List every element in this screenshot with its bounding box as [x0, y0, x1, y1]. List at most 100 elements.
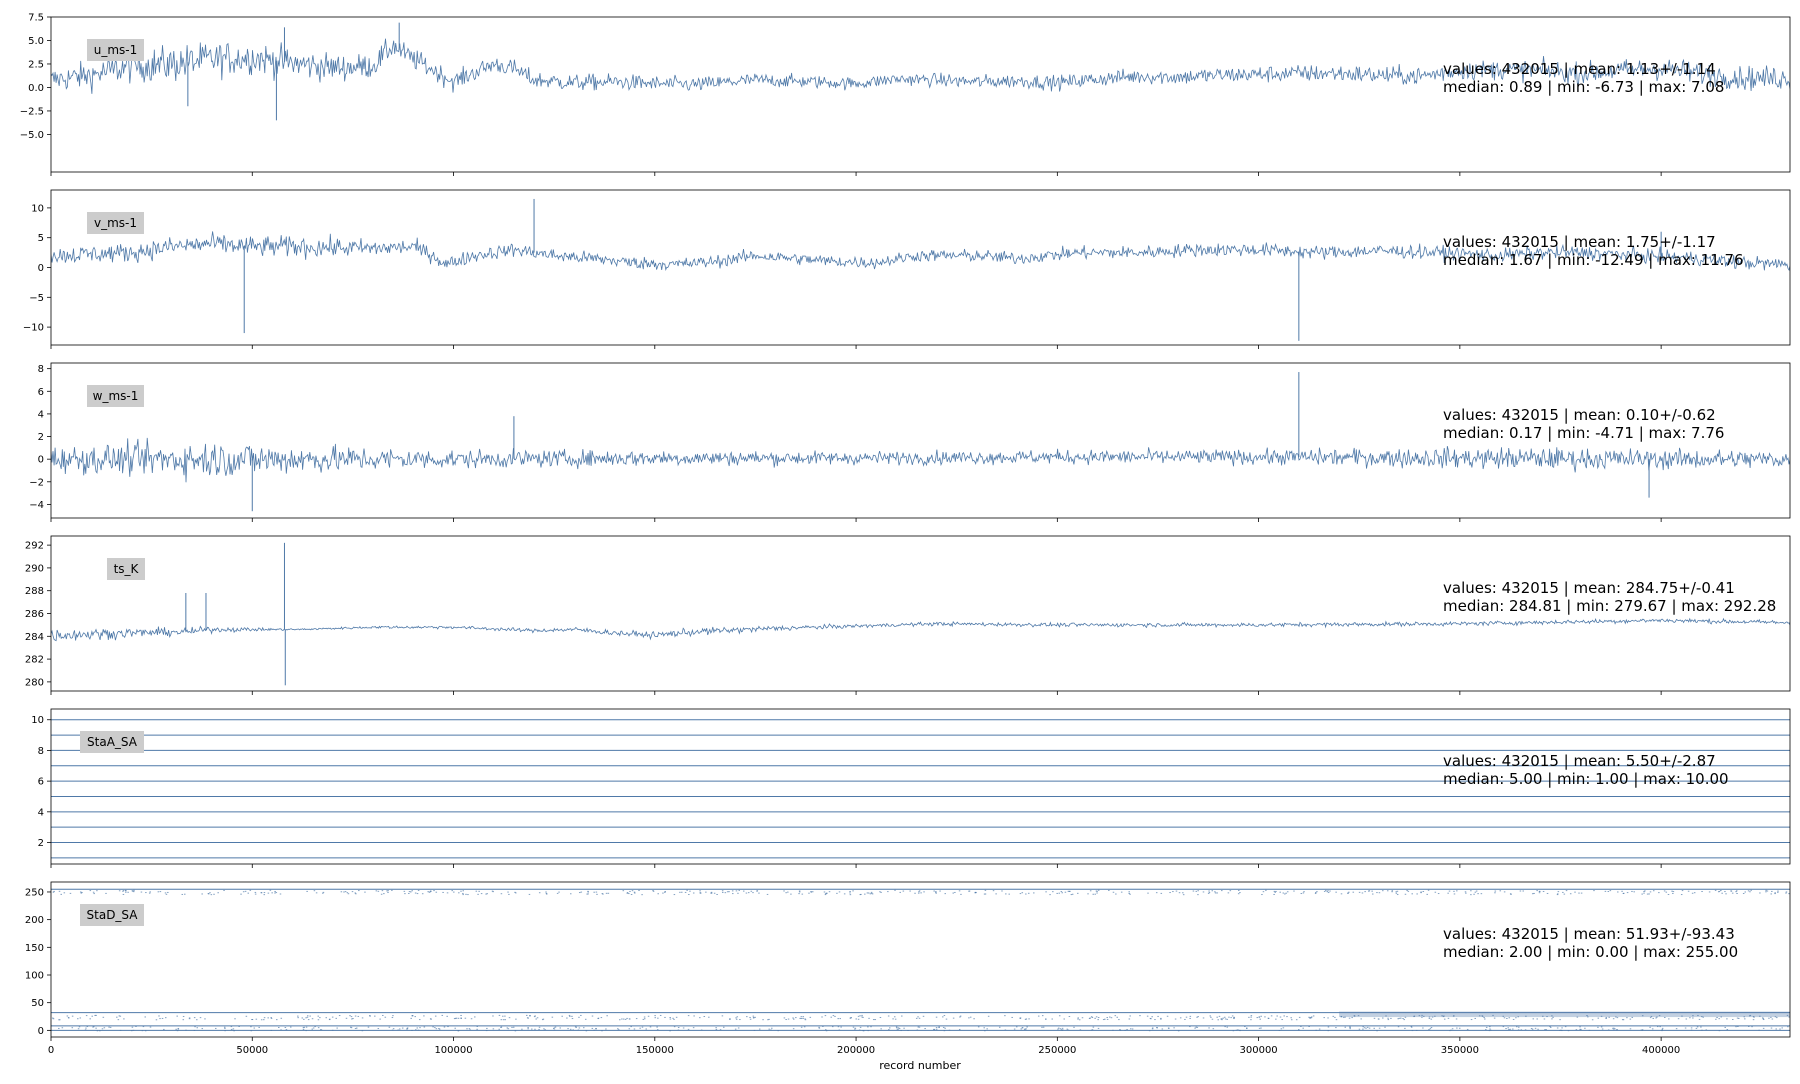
data-point [948, 1029, 951, 1031]
data-point [67, 1017, 70, 1019]
data-point [605, 1028, 607, 1030]
data-point [215, 1027, 217, 1029]
data-point [935, 892, 937, 894]
data-point [135, 1025, 137, 1027]
data-point [1327, 1030, 1330, 1032]
data-point [1715, 1018, 1717, 1020]
data-point [515, 892, 517, 894]
data-point [901, 1015, 903, 1017]
data-point [306, 1015, 309, 1017]
data-point [155, 1019, 158, 1021]
data-point [677, 1029, 680, 1031]
data-point [735, 1017, 737, 1019]
data-point [935, 1028, 938, 1030]
data-point [1664, 1016, 1666, 1018]
data-point [578, 1027, 581, 1029]
data-point [868, 1017, 870, 1019]
data-point [188, 1018, 191, 1020]
data-point [983, 893, 986, 895]
y-tick-label: 0.0 [28, 83, 44, 94]
data-point [1612, 1027, 1614, 1029]
series-line [51, 231, 1790, 272]
data-point [754, 1016, 756, 1018]
data-point [783, 890, 785, 892]
data-point [849, 1017, 852, 1019]
data-point [1361, 892, 1364, 894]
data-point [1629, 1028, 1632, 1030]
data-point [1274, 891, 1276, 893]
data-point [1314, 893, 1317, 895]
data-point [1273, 890, 1276, 892]
data-point [1239, 892, 1241, 894]
data-point [687, 1015, 690, 1017]
data-point [894, 1018, 897, 1020]
data-point [880, 1028, 882, 1030]
data-point [462, 892, 464, 894]
data-point [240, 893, 242, 895]
data-point [1483, 1017, 1485, 1019]
data-point [898, 1028, 901, 1030]
data-point [752, 1017, 755, 1019]
data-point [753, 1029, 756, 1031]
data-point [1485, 1026, 1488, 1028]
data-point [809, 1016, 812, 1018]
data-point [1129, 1015, 1131, 1017]
data-point [880, 891, 882, 893]
data-point [1744, 1018, 1746, 1020]
data-point [177, 1028, 180, 1030]
data-point [1407, 890, 1410, 892]
data-point [628, 1028, 631, 1030]
data-point [1452, 1015, 1455, 1017]
data-point [1256, 1017, 1259, 1019]
data-point [1761, 1017, 1764, 1019]
data-point [849, 894, 852, 896]
data-point [1411, 893, 1413, 895]
data-point [1390, 1017, 1392, 1019]
data-point [408, 891, 411, 893]
data-point [1360, 1018, 1362, 1020]
y-tick-label: 6 [38, 777, 44, 788]
data-point [454, 1027, 456, 1029]
data-point [275, 892, 278, 894]
data-point [1246, 1027, 1248, 1029]
data-point [1556, 1027, 1559, 1029]
data-point [561, 1015, 563, 1017]
data-point [415, 1029, 417, 1031]
data-point [1371, 890, 1373, 892]
data-point [1062, 1029, 1064, 1031]
data-point [354, 892, 357, 894]
data-point [553, 1027, 556, 1029]
data-point [838, 891, 841, 893]
data-point [887, 891, 889, 893]
data-point [924, 1028, 926, 1030]
data-point [89, 1018, 91, 1020]
data-point [907, 1030, 909, 1032]
data-point [1742, 892, 1745, 894]
data-point [1059, 1028, 1062, 1030]
data-point [1202, 891, 1205, 893]
data-point [125, 891, 127, 893]
y-tick-label: 50 [31, 998, 44, 1009]
data-point [95, 1014, 97, 1016]
data-point [722, 1026, 725, 1028]
data-point [382, 1014, 384, 1016]
data-point [194, 1026, 196, 1028]
data-point [649, 1026, 652, 1028]
data-point [1194, 1027, 1196, 1029]
data-point [762, 1019, 764, 1021]
x-tick-label: 250000 [1038, 1045, 1076, 1056]
data-point [1415, 1029, 1418, 1031]
data-point [1721, 892, 1723, 894]
data-point [1308, 1016, 1310, 1018]
data-point [1749, 891, 1751, 893]
data-point [859, 1026, 862, 1028]
data-point [969, 1016, 972, 1018]
data-point [1008, 893, 1010, 895]
data-point [1302, 1027, 1304, 1029]
data-point [280, 1029, 282, 1031]
data-point [475, 890, 478, 892]
data-point [312, 1027, 315, 1029]
data-point [745, 892, 748, 894]
data-point [586, 893, 588, 895]
data-point [1160, 1018, 1162, 1020]
